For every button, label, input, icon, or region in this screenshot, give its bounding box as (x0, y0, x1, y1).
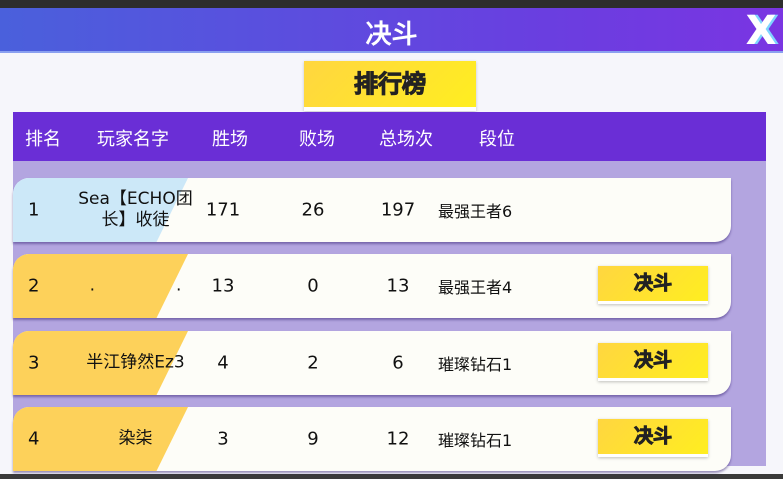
row-accent (13, 254, 188, 318)
total: 197 (380, 199, 416, 221)
col-wins: 胜场 (212, 129, 248, 150)
row-accent (13, 331, 188, 395)
close-icon[interactable]: X (745, 8, 777, 54)
total: 13 (386, 275, 410, 297)
duel-button[interactable]: 决斗 (598, 419, 708, 457)
tab-leaderboard[interactable]: 排行榜 (304, 61, 476, 111)
col-rank: 排名 (25, 129, 61, 150)
rank: 2 (28, 275, 40, 297)
total: 12 (386, 428, 410, 450)
col-total: 总场次 (379, 129, 433, 150)
losses: 0 (307, 275, 319, 297)
tier: 最强王者4 (438, 278, 513, 297)
losses: 26 (301, 199, 325, 221)
table-row: 3 半江铮然Ez3 4 2 6 璀璨钻石1 决斗 (13, 331, 731, 395)
rank: 1 (28, 199, 40, 221)
player-name: . . (89, 275, 182, 296)
tier: 璀璨钻石1 (438, 431, 513, 450)
losses: 9 (307, 428, 319, 450)
col-losses: 败场 (299, 129, 335, 150)
table-header: 排名 玩家名字 胜场 败场 总场次 段位 (13, 112, 766, 161)
header-bar: 决斗 X (0, 8, 783, 53)
col-name: 玩家名字 (97, 129, 169, 150)
table-row: 2 . . 13 0 13 最强王者4 决斗 (13, 254, 731, 318)
page-title: 决斗 (365, 20, 418, 50)
table-row: 1 Sea【ECHO团长】收徒 171 26 197 最强王者6 (13, 178, 731, 242)
duel-button[interactable]: 决斗 (598, 343, 708, 381)
wins: 171 (205, 199, 241, 221)
row-accent (13, 178, 188, 242)
col-tier: 段位 (479, 129, 515, 150)
wins: 4 (217, 352, 229, 374)
tier: 最强王者6 (438, 202, 513, 221)
row-accent (13, 407, 188, 471)
total: 6 (392, 352, 404, 374)
rank: 3 (28, 352, 40, 374)
wins: 3 (217, 428, 229, 450)
player-name: Sea【ECHO团长】收徒 (78, 189, 193, 230)
rank: 4 (28, 428, 40, 450)
player-name: 染柒 (118, 428, 153, 449)
losses: 2 (307, 352, 319, 374)
background-strip (0, 0, 783, 8)
player-name: 半江铮然Ez3 (86, 352, 185, 373)
wins: 13 (211, 275, 235, 297)
table-row: 4 染柒 3 9 12 璀璨钻石1 决斗 (13, 407, 731, 471)
tier: 璀璨钻石1 (438, 355, 513, 374)
duel-button[interactable]: 决斗 (598, 266, 708, 304)
